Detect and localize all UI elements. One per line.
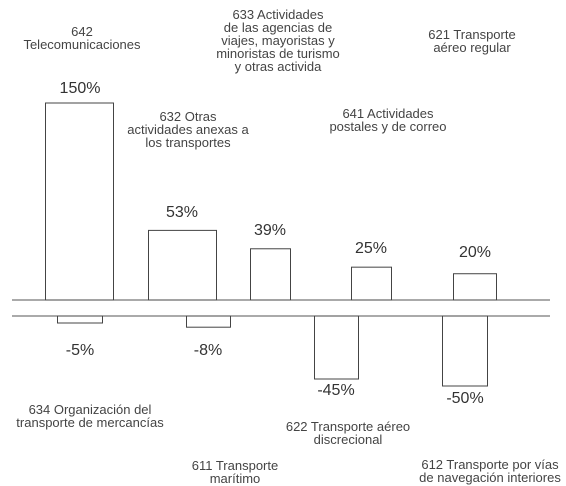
- bar: [45, 102, 114, 301]
- bar: [442, 315, 488, 387]
- value-label: 20%: [458, 244, 492, 261]
- category-label: 621 Transporte aéreo regular: [428, 27, 516, 55]
- bar: [351, 266, 392, 301]
- category-label: 641 Actividades postales y de correo: [329, 106, 447, 134]
- bar: [453, 273, 497, 301]
- value-label: -8%: [193, 342, 223, 359]
- category-label: 632 Otras actividades anexas a los trans…: [127, 109, 249, 150]
- bar: [57, 315, 103, 324]
- value-label: 25%: [354, 240, 388, 257]
- bar: [250, 248, 291, 301]
- category-label: 633 Actividades de las agencias de viaje…: [216, 7, 340, 74]
- bar: [314, 315, 359, 380]
- bar: [186, 315, 231, 328]
- category-label: 642 Telecomunicaciones: [23, 24, 141, 52]
- category-label: 611 Transporte marítimo: [191, 458, 279, 486]
- value-label: -50%: [446, 390, 484, 407]
- value-label: 150%: [59, 80, 101, 97]
- value-label: -45%: [317, 382, 355, 399]
- category-label: 612 Transporte por vías de navegación in…: [419, 457, 561, 485]
- bar: [148, 229, 217, 301]
- category-label: 634 Organización del transporte de merca…: [16, 402, 164, 430]
- value-label: -5%: [65, 342, 95, 359]
- value-label: 39%: [253, 222, 287, 239]
- value-label: 53%: [165, 204, 199, 221]
- category-label: 622 Transporte aéreo discrecional: [285, 419, 411, 447]
